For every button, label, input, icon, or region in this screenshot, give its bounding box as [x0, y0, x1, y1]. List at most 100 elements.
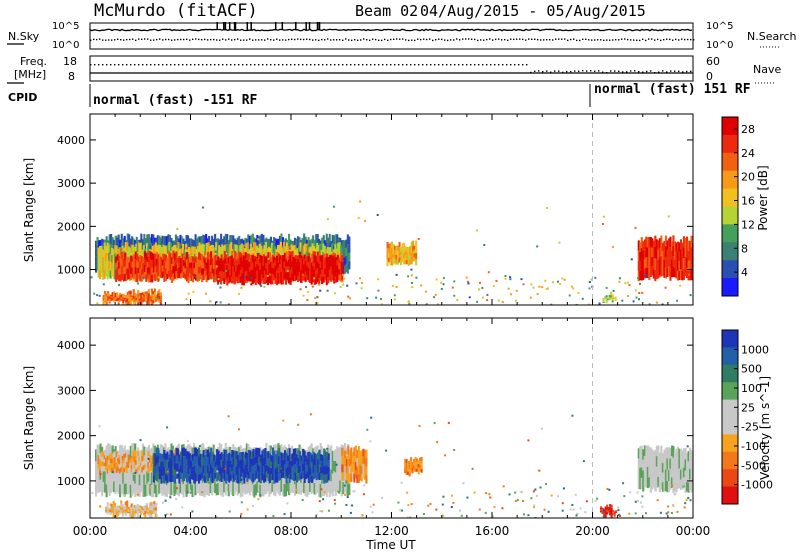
heatmap-cell	[342, 266, 345, 275]
nsearch-point	[102, 39, 104, 41]
heatmap-cell	[133, 468, 136, 475]
scatter-point	[514, 299, 517, 302]
heatmap-cell	[315, 473, 318, 481]
heatmap-cell	[404, 469, 407, 474]
nave-point	[198, 64, 200, 66]
heatmap-cell	[115, 506, 118, 510]
heatmap-cell	[266, 239, 269, 248]
heatmap-cell	[181, 253, 184, 260]
heatmap-cell	[149, 267, 152, 275]
heatmap-cell	[201, 275, 204, 283]
heatmap-cell	[146, 483, 149, 496]
scatter-point	[504, 277, 507, 280]
heatmap-cell	[608, 297, 611, 299]
heatmap-cell	[122, 258, 125, 267]
scatter-point	[594, 276, 597, 279]
heatmap-cell	[155, 272, 158, 280]
heatmap-cell	[301, 269, 304, 276]
heatmap-cell	[193, 273, 196, 279]
heatmap-cell	[318, 457, 321, 465]
heatmap-cell	[337, 237, 340, 247]
heatmap-cell	[204, 246, 207, 255]
heatmap-cell	[608, 296, 611, 298]
heatmap-cell	[176, 257, 179, 263]
heatmap-cell	[330, 445, 333, 458]
heatmap-cell	[307, 262, 310, 268]
nave-point	[94, 64, 96, 66]
heatmap-cell	[200, 483, 203, 497]
heatmap-cell	[353, 447, 356, 457]
heatmap-cell	[117, 510, 120, 514]
heatmap-cell	[182, 243, 185, 252]
nave-point	[202, 64, 204, 66]
heatmap-cell	[217, 465, 220, 473]
heatmap-cell	[129, 511, 132, 515]
heatmap-cell	[648, 237, 651, 248]
heatmap-cell	[221, 244, 224, 254]
heatmap-cell	[204, 251, 207, 259]
heatmap-cell	[196, 263, 199, 270]
heatmap-cell	[322, 276, 325, 283]
heatmap-cell	[99, 246, 102, 255]
heatmap-cell	[106, 502, 109, 506]
heatmap-cell	[326, 247, 329, 256]
heatmap-cell	[338, 274, 341, 281]
scatter-point	[546, 287, 549, 290]
heatmap-cell	[319, 243, 322, 252]
heatmap-cell	[320, 249, 323, 257]
heatmap-cell	[165, 485, 168, 498]
nave-point	[514, 64, 516, 66]
heatmap-cell	[273, 450, 276, 459]
heatmap-cell	[95, 484, 98, 497]
heatmap-cell	[246, 242, 249, 253]
nave-point	[586, 70, 588, 72]
heatmap-cell	[112, 256, 115, 265]
heatmap-cell	[158, 299, 161, 303]
heatmap-cell	[157, 470, 160, 479]
heatmap-cell	[269, 278, 272, 285]
nsearch-point	[441, 38, 443, 41]
heatmap-cell	[407, 471, 410, 475]
heatmap-cell	[403, 259, 406, 265]
heatmap-cell	[148, 466, 151, 471]
heatmap-cell	[235, 474, 238, 483]
heatmap-cell	[242, 263, 245, 271]
heatmap-cell	[255, 470, 258, 479]
heatmap-cell	[156, 245, 159, 253]
heatmap-cell	[681, 261, 684, 271]
heatmap-cell	[305, 243, 308, 252]
heatmap-cell	[260, 233, 263, 243]
heatmap-cell	[297, 236, 300, 245]
heatmap-cell	[297, 270, 300, 277]
heatmap-cell	[290, 454, 293, 461]
heatmap-cell	[686, 267, 689, 279]
heatmap-cell	[126, 298, 129, 302]
heatmap-cell	[675, 242, 678, 252]
scatter-point	[479, 281, 481, 284]
nave-point	[310, 64, 312, 66]
heatmap-cell	[229, 447, 232, 459]
nsearch-point	[492, 39, 494, 41]
nsearch-point	[546, 39, 548, 41]
heatmap-cell	[325, 257, 328, 265]
heatmap-cell	[126, 291, 129, 296]
heatmap-cell	[287, 461, 290, 467]
heatmap-cell	[269, 248, 272, 256]
heatmap-cell	[309, 267, 312, 273]
heatmap-cell	[286, 266, 289, 271]
heatmap-cell	[163, 466, 166, 476]
heatmap-cell	[187, 270, 190, 277]
heatmap-cell	[233, 482, 236, 495]
heatmap-cell	[210, 244, 213, 254]
heatmap-cell	[105, 245, 108, 254]
heatmap-cell	[242, 270, 245, 278]
heatmap-cell	[120, 467, 123, 472]
scatter-point	[219, 286, 222, 289]
heatmap-cell	[649, 257, 652, 267]
scatter-point	[341, 273, 344, 276]
scatter-point	[116, 236, 119, 238]
nsearch-point	[96, 38, 98, 41]
nave-point	[250, 64, 252, 66]
heatmap-cell	[265, 257, 268, 264]
heatmap-cell	[277, 238, 280, 248]
